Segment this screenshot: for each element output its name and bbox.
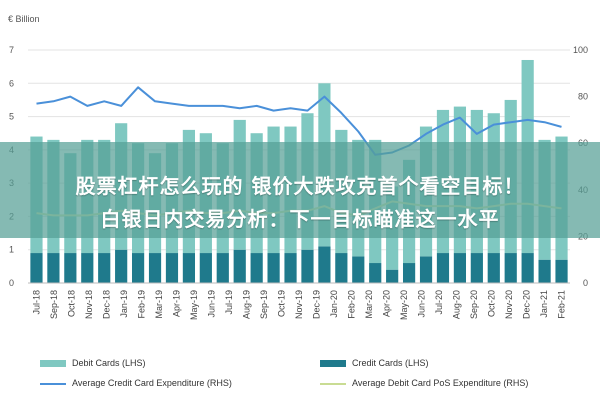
bar-credit-cards [487, 253, 500, 283]
legend-label-avg-debit: Average Debit Card PoS Expenditure (RHS) [352, 378, 529, 388]
x-axis: Jul-18 Sep-18 Oct-18 Nov-18 Dec-18 Jan-19 Feb-… [28, 282, 570, 320]
x-tick-label: May-20 [399, 290, 409, 320]
x-tick-label: Mar-20 [364, 290, 374, 319]
bar-credit-cards [555, 259, 568, 283]
legend-label-avg-credit: Average Credit Card Expenditure (RHS) [72, 378, 232, 388]
y-left-tick-label: 0 [9, 278, 14, 288]
bar-credit-cards [47, 253, 60, 283]
legend-label-debit: Debit Cards (LHS) [72, 358, 146, 368]
x-tick-label: Dec-20 [521, 290, 531, 319]
legend-avg-credit: Average Credit Card Expenditure (RHS) [40, 378, 232, 388]
x-tick-label: Sep-18 [49, 290, 59, 319]
y-left-tick-label: 5 [9, 112, 14, 122]
legend-swatch-credit [320, 360, 346, 368]
x-tick-label: Sep-19 [259, 290, 269, 319]
bar-credit-cards [199, 253, 212, 283]
x-tick-label: Apr-19 [172, 290, 182, 317]
x-tick-label: Jul-18 [32, 290, 42, 315]
x-tick-label: Aug-19 [242, 290, 252, 319]
bar-credit-cards [81, 253, 94, 283]
x-tick-label: Jun-20 [416, 290, 426, 318]
y-left-tick-label: 7 [9, 45, 14, 55]
y-axis-left-label: € Billion [8, 14, 40, 24]
legend-swatch-debit [40, 360, 66, 368]
bar-credit-cards [436, 253, 450, 283]
x-tick-label: Feb-20 [347, 290, 357, 319]
legend-swatch-avg-debit [320, 382, 346, 385]
x-tick-label: Dec-18 [102, 290, 112, 319]
bar-credit-cards [165, 253, 179, 283]
y-left-tick-label: 1 [9, 245, 14, 255]
y-right-tick-label: 0 [583, 278, 588, 288]
x-tick-label: Jun-19 [207, 290, 217, 318]
x-tick-label: Nov-19 [294, 290, 304, 319]
x-tick-label: Aug-20 [451, 290, 461, 319]
y-right-tick-label: 80 [578, 92, 588, 102]
bar-credit-cards [250, 253, 263, 283]
overlay-banner [0, 142, 600, 238]
bar-credit-cards [301, 249, 314, 283]
banner-headline-line2: 白银日内交易分析：下一目标瞄准这一水平 [100, 207, 500, 231]
x-tick-label: Oct-19 [277, 290, 287, 317]
bar-credit-cards [352, 256, 365, 283]
x-tick-label: Apr-20 [381, 290, 391, 317]
bar-credit-cards [30, 253, 43, 283]
x-tick-label: Oct-18 [67, 290, 77, 317]
bar-credit-cards [369, 263, 382, 283]
x-tick-label: Sep-20 [469, 290, 479, 319]
y-right-tick-label: 100 [573, 45, 588, 55]
legend-credit-cards: Credit Cards (LHS) [320, 358, 429, 368]
x-tick-label: Nov-20 [504, 290, 514, 319]
bar-credit-cards [402, 263, 416, 283]
y-left-tick-label: 6 [9, 78, 14, 88]
bar-credit-cards [318, 246, 331, 283]
x-tick-label: Jan-19 [119, 290, 129, 318]
x-tick-label: Jan-21 [539, 290, 549, 318]
bar-credit-cards [233, 249, 246, 283]
x-tick-label: Feb-21 [556, 290, 566, 319]
x-tick-label: May-19 [189, 290, 199, 320]
x-tick-label: Oct-20 [486, 290, 496, 317]
bar-credit-cards [148, 253, 162, 283]
x-tick-label: Jul-20 [434, 290, 444, 315]
bar-credit-cards [538, 259, 551, 283]
bar-credit-cards [131, 253, 145, 283]
legend-avg-debit: Average Debit Card PoS Expenditure (RHS) [320, 378, 528, 388]
x-tick-label: Mar-19 [154, 290, 164, 319]
line-avg-credit-card-expenditure [36, 86, 562, 156]
bar-credit-cards [98, 253, 111, 283]
bar-credit-cards [386, 269, 399, 283]
bar-credit-cards [284, 253, 297, 283]
bar-credit-cards [216, 253, 229, 283]
bar-credit-cards [335, 253, 348, 283]
legend-label-credit: Credit Cards (LHS) [352, 358, 429, 368]
bar-credit-cards [419, 256, 433, 283]
banner-headline-line1: 股票杠杆怎么玩的 银价大跌攻克首个看空目标！ [75, 174, 525, 198]
bar-credit-cards [453, 253, 467, 283]
x-tick-label: Feb-19 [137, 290, 147, 319]
legend-debit-cards: Debit Cards (LHS) [40, 358, 146, 368]
x-tick-label: Dec-19 [312, 290, 322, 319]
x-tick-label: Nov-18 [84, 290, 94, 319]
legend-swatch-avg-credit [40, 382, 66, 385]
bar-credit-cards [64, 253, 77, 283]
x-tick-label: Jul-19 [224, 290, 234, 315]
x-tick-label: Jan-20 [329, 290, 339, 318]
bar-credit-cards [115, 249, 128, 283]
bar-credit-cards [521, 253, 534, 283]
bar-credit-cards [267, 253, 280, 283]
bar-credit-cards [182, 253, 196, 283]
bar-credit-cards [504, 253, 517, 283]
bar-credit-cards [470, 253, 483, 283]
